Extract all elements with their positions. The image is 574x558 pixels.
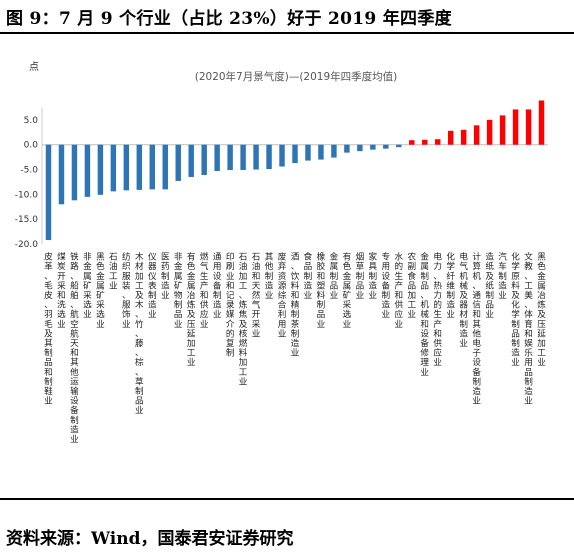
bar-10 (162, 144, 168, 190)
bar-16 (240, 144, 246, 171)
category-label-39: 黑色金属冶炼及压延加工业 (537, 252, 546, 369)
y-tick-label-5: 5.0 (24, 116, 39, 126)
bar-8 (136, 144, 143, 190)
bar-17 (253, 144, 259, 170)
category-label-36: 汽车制造业 (498, 251, 507, 301)
bar-35 (486, 119, 493, 145)
bar-15 (227, 144, 233, 171)
category-label-20: 酒、饮料和精制茶制造业 (291, 252, 300, 359)
y-tick-label-4: 0.0 (24, 141, 39, 151)
bar-38 (525, 109, 532, 145)
category-label-32: 化学纤维制造业 (446, 251, 455, 321)
category-label-18: 其他制造业 (265, 252, 274, 301)
y-tick-label-2: -10.0 (15, 190, 39, 200)
category-label-29: 农副食品加工业 (407, 251, 416, 321)
bar-24 (344, 144, 350, 153)
bar-13 (201, 144, 207, 175)
category-label-26: 家具制造业 (369, 251, 378, 301)
category-label-33: 电气机械及器材制造业 (459, 251, 468, 349)
bar-9 (149, 144, 156, 190)
category-label-28: 水的生产和供应业 (394, 251, 403, 330)
category-label-13: 燃气生产和供应业 (200, 251, 209, 330)
category-label-24: 有色金属矿采选业 (343, 251, 352, 330)
title-divider (0, 32, 574, 34)
category-label-2: 煤炭开采和洗选业 (57, 251, 66, 330)
category-label-6: 石油工业 (109, 253, 118, 292)
category-label-8: 木材加工及木、竹、藤、棕、草制品业 (135, 251, 144, 417)
category-label-10: 医药制造业 (161, 252, 170, 301)
bar-34 (473, 125, 480, 145)
category-labels: 皮革、毛皮、羽毛及其制品和制鞋业煤炭开采和洗选业铁路、船舶、航空航天和其他运输设… (44, 251, 546, 445)
y-tick-label-3: -5.0 (20, 166, 38, 176)
bar-14 (214, 144, 220, 172)
bar-31 (434, 139, 441, 145)
bar-11 (175, 144, 181, 181)
category-label-1: 皮革、毛皮、羽毛及其制品和制鞋业 (44, 251, 53, 407)
category-label-38: 文教、工美、体育和娱乐用品制造业 (524, 251, 533, 407)
y-tick-label-1: -15.0 (15, 215, 39, 225)
category-label-34: 计算机、通信和其他电子设备制造业 (472, 251, 481, 407)
bar-28 (396, 144, 402, 148)
category-label-14: 通用设备制造业 (213, 252, 222, 321)
bar-12 (188, 144, 194, 177)
category-label-22: 橡胶和塑料制品业 (317, 251, 326, 330)
category-label-4: 非金属矿采选业 (83, 251, 92, 321)
category-label-35: 造纸及纸制品业 (485, 251, 494, 321)
bar-20 (292, 144, 298, 164)
category-label-11: 非金属矿物制品业 (174, 251, 183, 330)
bar-2 (58, 144, 65, 205)
category-label-9: 仪器仪表制造业 (148, 253, 157, 321)
bar-6 (110, 144, 117, 192)
category-label-19: 废弃资源综合利用业 (278, 251, 287, 340)
source-divider (0, 498, 574, 500)
bar-4 (84, 144, 91, 197)
bar-26 (370, 144, 376, 150)
category-label-25: 烟草制品业 (356, 252, 365, 301)
bar-5 (97, 144, 104, 195)
bar-30 (422, 139, 428, 145)
y-axis: -20.0 -15.0 -10.0 -5.0 0.0 5.0 (15, 107, 548, 250)
category-label-27: 专用设备制造业 (382, 251, 391, 321)
category-label-30: 金属制品、机械和设备修理业 (420, 251, 429, 378)
category-label-16: 石油加工、炼焦及核燃料加工业 (239, 253, 248, 388)
category-label-23: 金属制品业 (330, 251, 339, 301)
bar-21 (305, 144, 311, 161)
category-label-12: 有色金属冶炼及压延加工业 (187, 251, 196, 369)
bar-23 (331, 144, 337, 158)
bar-32 (447, 130, 454, 145)
bar-39 (538, 100, 545, 145)
bar-3 (71, 144, 78, 201)
category-label-7: 纺织服装、服饰业 (122, 251, 131, 330)
bar-1 (45, 144, 52, 241)
bar-22 (318, 144, 324, 160)
bar-series (45, 100, 545, 241)
bar-33 (460, 129, 467, 145)
chart-subtitle: (2020年7月景气度)—(2019年四季度均值) (195, 70, 398, 83)
category-label-21: 食品制造业 (304, 251, 313, 301)
category-label-15: 印刷业和记录媒介的复制 (226, 251, 235, 359)
bar-27 (383, 144, 389, 149)
y-tick-label-0: -20.0 (15, 240, 39, 250)
category-label-37: 化学原料及化学制品制造业 (511, 251, 520, 369)
bar-29 (409, 140, 415, 145)
category-label-31: 电力、热力的生产和供应业 (433, 251, 442, 369)
bar-36 (499, 115, 506, 145)
category-label-5: 黑色金属矿采选业 (96, 252, 105, 330)
bar-7 (123, 144, 130, 191)
bar-18 (266, 144, 272, 170)
figure-title: 图 9：7 月 9 个行业（占比 23%）好于 2019 年四季度 (6, 9, 452, 29)
bar-chart: 点 (2020年7月景气度)—(2019年四季度均值) -20.0 -15.0 -1… (15, 61, 548, 445)
source-note: 资料来源：Wind，国泰君安证券研究 (6, 529, 294, 549)
bar-19 (279, 144, 285, 167)
bar-37 (512, 109, 519, 145)
y-axis-unit: 点 (29, 61, 39, 73)
bar-25 (357, 144, 363, 152)
category-label-3: 铁路、船舶、航空航天和其他运输设备制造业 (70, 251, 79, 445)
category-label-17: 石油和天然气开采业 (252, 253, 261, 340)
